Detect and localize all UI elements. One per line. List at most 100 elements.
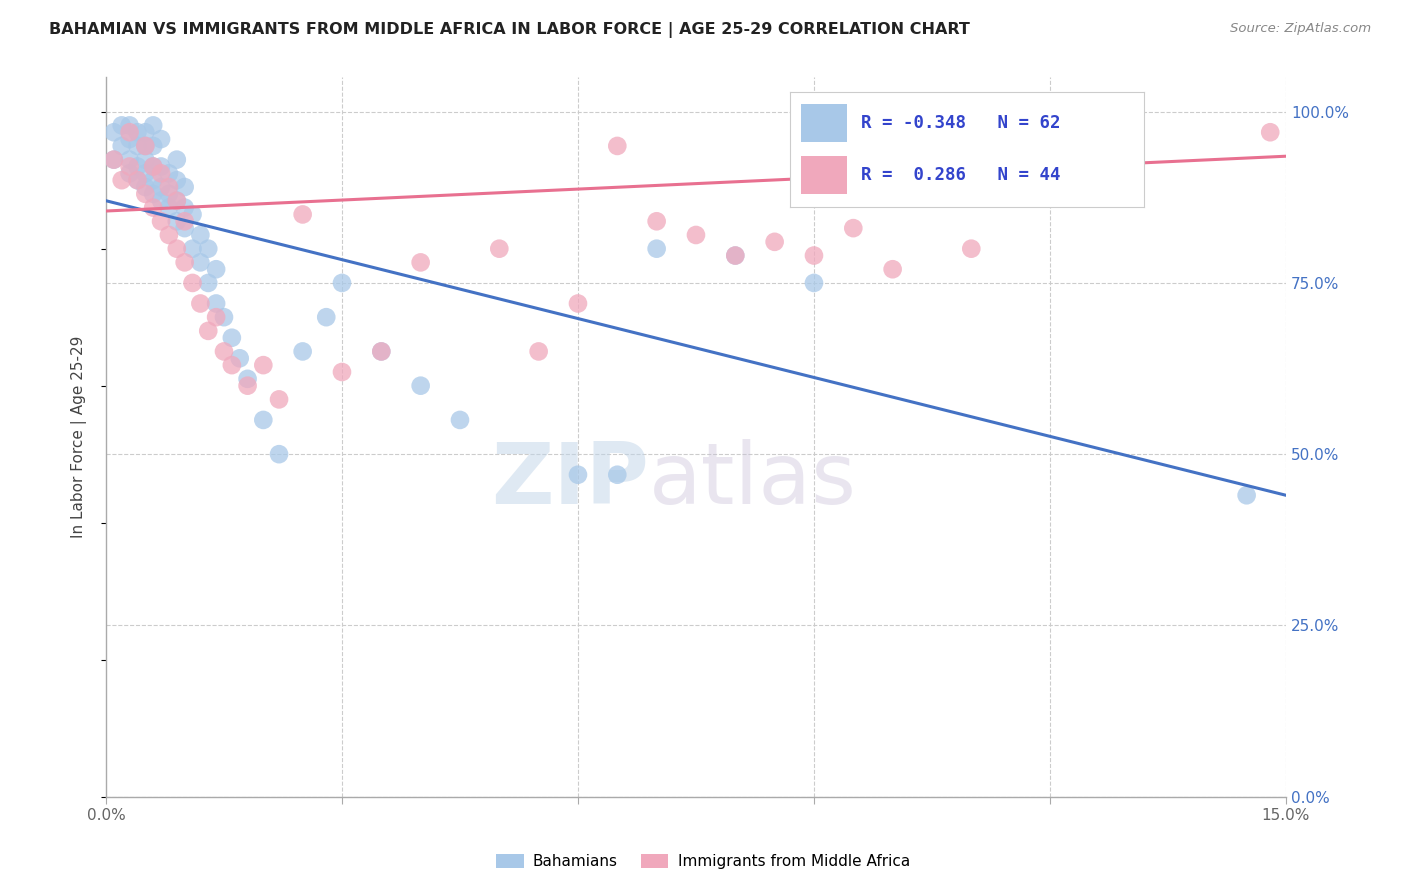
Point xyxy=(205,310,228,325)
Point xyxy=(181,276,204,290)
Point xyxy=(1118,132,1140,146)
Point xyxy=(150,160,173,174)
Point xyxy=(252,413,274,427)
Point xyxy=(960,242,983,256)
Point xyxy=(134,125,156,139)
Point xyxy=(252,358,274,372)
Point xyxy=(127,173,149,187)
Point xyxy=(205,262,228,277)
Point xyxy=(166,153,188,167)
Point xyxy=(173,214,195,228)
Point xyxy=(173,221,195,235)
Point xyxy=(236,378,259,392)
Point xyxy=(142,201,165,215)
Text: ZIP: ZIP xyxy=(491,439,648,522)
Point xyxy=(190,296,212,310)
Point xyxy=(142,160,165,174)
Point xyxy=(103,125,125,139)
Point xyxy=(291,344,314,359)
Legend: Bahamians, Immigrants from Middle Africa: Bahamians, Immigrants from Middle Africa xyxy=(491,848,915,875)
Point xyxy=(221,358,243,372)
Point xyxy=(1258,125,1281,139)
Point xyxy=(267,392,290,407)
Text: atlas: atlas xyxy=(648,439,856,522)
Point xyxy=(118,153,141,167)
Point xyxy=(197,276,219,290)
Point xyxy=(127,160,149,174)
Point xyxy=(212,344,235,359)
Point xyxy=(103,153,125,167)
Point xyxy=(567,296,589,310)
Point xyxy=(118,119,141,133)
Point xyxy=(142,139,165,153)
Point xyxy=(236,372,259,386)
Point xyxy=(127,125,149,139)
Point xyxy=(212,310,235,325)
Point xyxy=(166,214,188,228)
Point xyxy=(190,227,212,242)
Point xyxy=(228,351,250,366)
Point xyxy=(142,119,165,133)
Point xyxy=(157,227,180,242)
Point xyxy=(197,242,219,256)
Point xyxy=(882,262,904,277)
Point xyxy=(157,180,180,194)
Point xyxy=(190,255,212,269)
Point xyxy=(157,201,180,215)
Y-axis label: In Labor Force | Age 25-29: In Labor Force | Age 25-29 xyxy=(72,336,87,538)
Point xyxy=(370,344,392,359)
Point xyxy=(103,153,125,167)
Point xyxy=(181,207,204,221)
Point xyxy=(134,186,156,201)
Point xyxy=(118,166,141,180)
Point xyxy=(166,173,188,187)
Point xyxy=(134,139,156,153)
Point xyxy=(724,248,747,262)
Point xyxy=(111,119,134,133)
Point xyxy=(221,331,243,345)
Point xyxy=(645,214,668,228)
Point xyxy=(803,248,825,262)
Point xyxy=(142,160,165,174)
Point xyxy=(803,276,825,290)
Point xyxy=(409,378,432,392)
Point xyxy=(173,180,195,194)
Point xyxy=(142,173,165,187)
Point xyxy=(267,447,290,461)
Point xyxy=(724,248,747,262)
Point xyxy=(645,242,668,256)
Point xyxy=(173,255,195,269)
Point xyxy=(205,296,228,310)
Point xyxy=(111,173,134,187)
Point xyxy=(111,139,134,153)
Point xyxy=(157,186,180,201)
Point xyxy=(134,166,156,180)
Point xyxy=(166,194,188,208)
Point xyxy=(449,413,471,427)
Text: BAHAMIAN VS IMMIGRANTS FROM MIDDLE AFRICA IN LABOR FORCE | AGE 25-29 CORRELATION: BAHAMIAN VS IMMIGRANTS FROM MIDDLE AFRIC… xyxy=(49,22,970,38)
Point xyxy=(567,467,589,482)
Point xyxy=(127,173,149,187)
Point xyxy=(606,467,628,482)
Point xyxy=(370,344,392,359)
Point xyxy=(150,166,173,180)
Point xyxy=(134,153,156,167)
Point xyxy=(142,186,165,201)
Point xyxy=(197,324,219,338)
Point xyxy=(181,242,204,256)
Point xyxy=(409,255,432,269)
Point xyxy=(330,365,353,379)
Point xyxy=(330,276,353,290)
Point xyxy=(488,242,510,256)
Point xyxy=(315,310,337,325)
Point xyxy=(685,227,707,242)
Point xyxy=(291,207,314,221)
Point xyxy=(173,201,195,215)
Point xyxy=(166,242,188,256)
Point xyxy=(1236,488,1258,502)
Point xyxy=(134,139,156,153)
Point xyxy=(150,180,173,194)
Point xyxy=(127,139,149,153)
Point xyxy=(842,221,865,235)
Point xyxy=(606,139,628,153)
